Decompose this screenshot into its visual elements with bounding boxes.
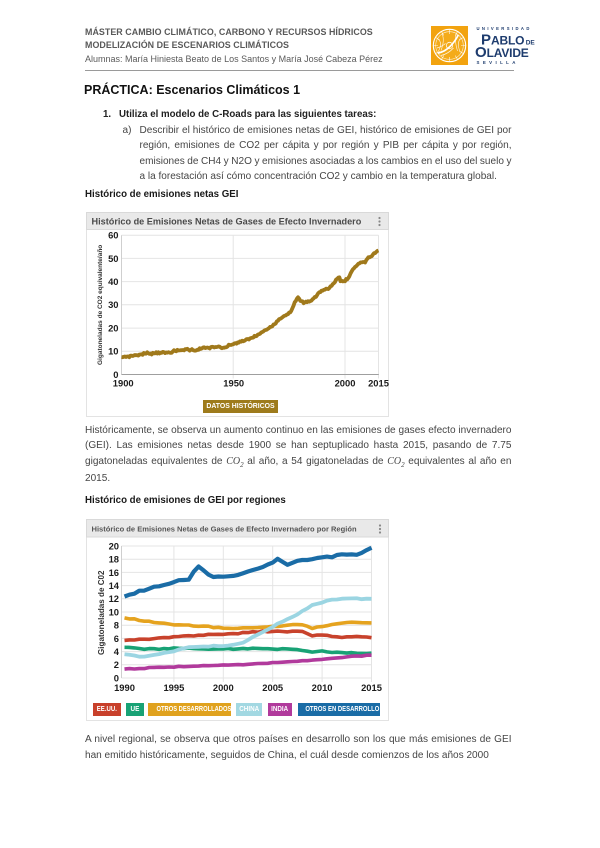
svg-text:2: 2 xyxy=(114,659,119,670)
svg-text:50: 50 xyxy=(108,253,118,264)
svg-text:Gigatoneladas de C02: Gigatoneladas de C02 xyxy=(97,570,106,655)
svg-text:0: 0 xyxy=(114,672,119,683)
svg-text:2015: 2015 xyxy=(361,682,382,693)
svg-text:Histórico de Emisiones Netas d: Histórico de Emisiones Netas de Gases de… xyxy=(92,525,357,534)
svg-text:30: 30 xyxy=(108,299,118,310)
svg-text:2010: 2010 xyxy=(312,682,333,693)
svg-text:12: 12 xyxy=(109,593,119,604)
svg-text:1990: 1990 xyxy=(114,682,135,693)
svg-text:2015: 2015 xyxy=(368,378,389,389)
svg-text:Histórico de Emisiones Netas d: Histórico de Emisiones Netas de Gases de… xyxy=(92,217,362,227)
svg-text:10: 10 xyxy=(108,346,118,357)
svg-text:2000: 2000 xyxy=(213,682,234,693)
svg-text:2005: 2005 xyxy=(262,682,283,693)
svg-text:UNIVERSIDAD: UNIVERSIDAD xyxy=(477,26,532,31)
svg-text:40: 40 xyxy=(108,276,118,287)
svg-text:20: 20 xyxy=(109,540,119,551)
svg-text:10: 10 xyxy=(109,606,119,617)
svg-text:20: 20 xyxy=(108,323,118,334)
svg-text:16: 16 xyxy=(109,567,119,578)
svg-text:1950: 1950 xyxy=(223,378,244,389)
svg-text:4: 4 xyxy=(114,646,120,657)
svg-text:1900: 1900 xyxy=(113,378,134,389)
svg-text:6: 6 xyxy=(114,633,119,644)
svg-text:OLAVIDE: OLAVIDE xyxy=(475,44,529,61)
svg-text:1995: 1995 xyxy=(163,682,184,693)
svg-text:8: 8 xyxy=(114,620,119,631)
svg-text:18: 18 xyxy=(109,554,119,565)
svg-text:SEVILLA: SEVILLA xyxy=(477,60,519,65)
svg-text:2000: 2000 xyxy=(335,378,356,389)
svg-text:14: 14 xyxy=(109,580,120,591)
svg-text:Gigatoneladas de CO2 equivalen: Gigatoneladas de CO2 equivalente/año xyxy=(97,245,104,365)
svg-text:60: 60 xyxy=(108,230,118,241)
svg-text:0: 0 xyxy=(113,369,118,380)
